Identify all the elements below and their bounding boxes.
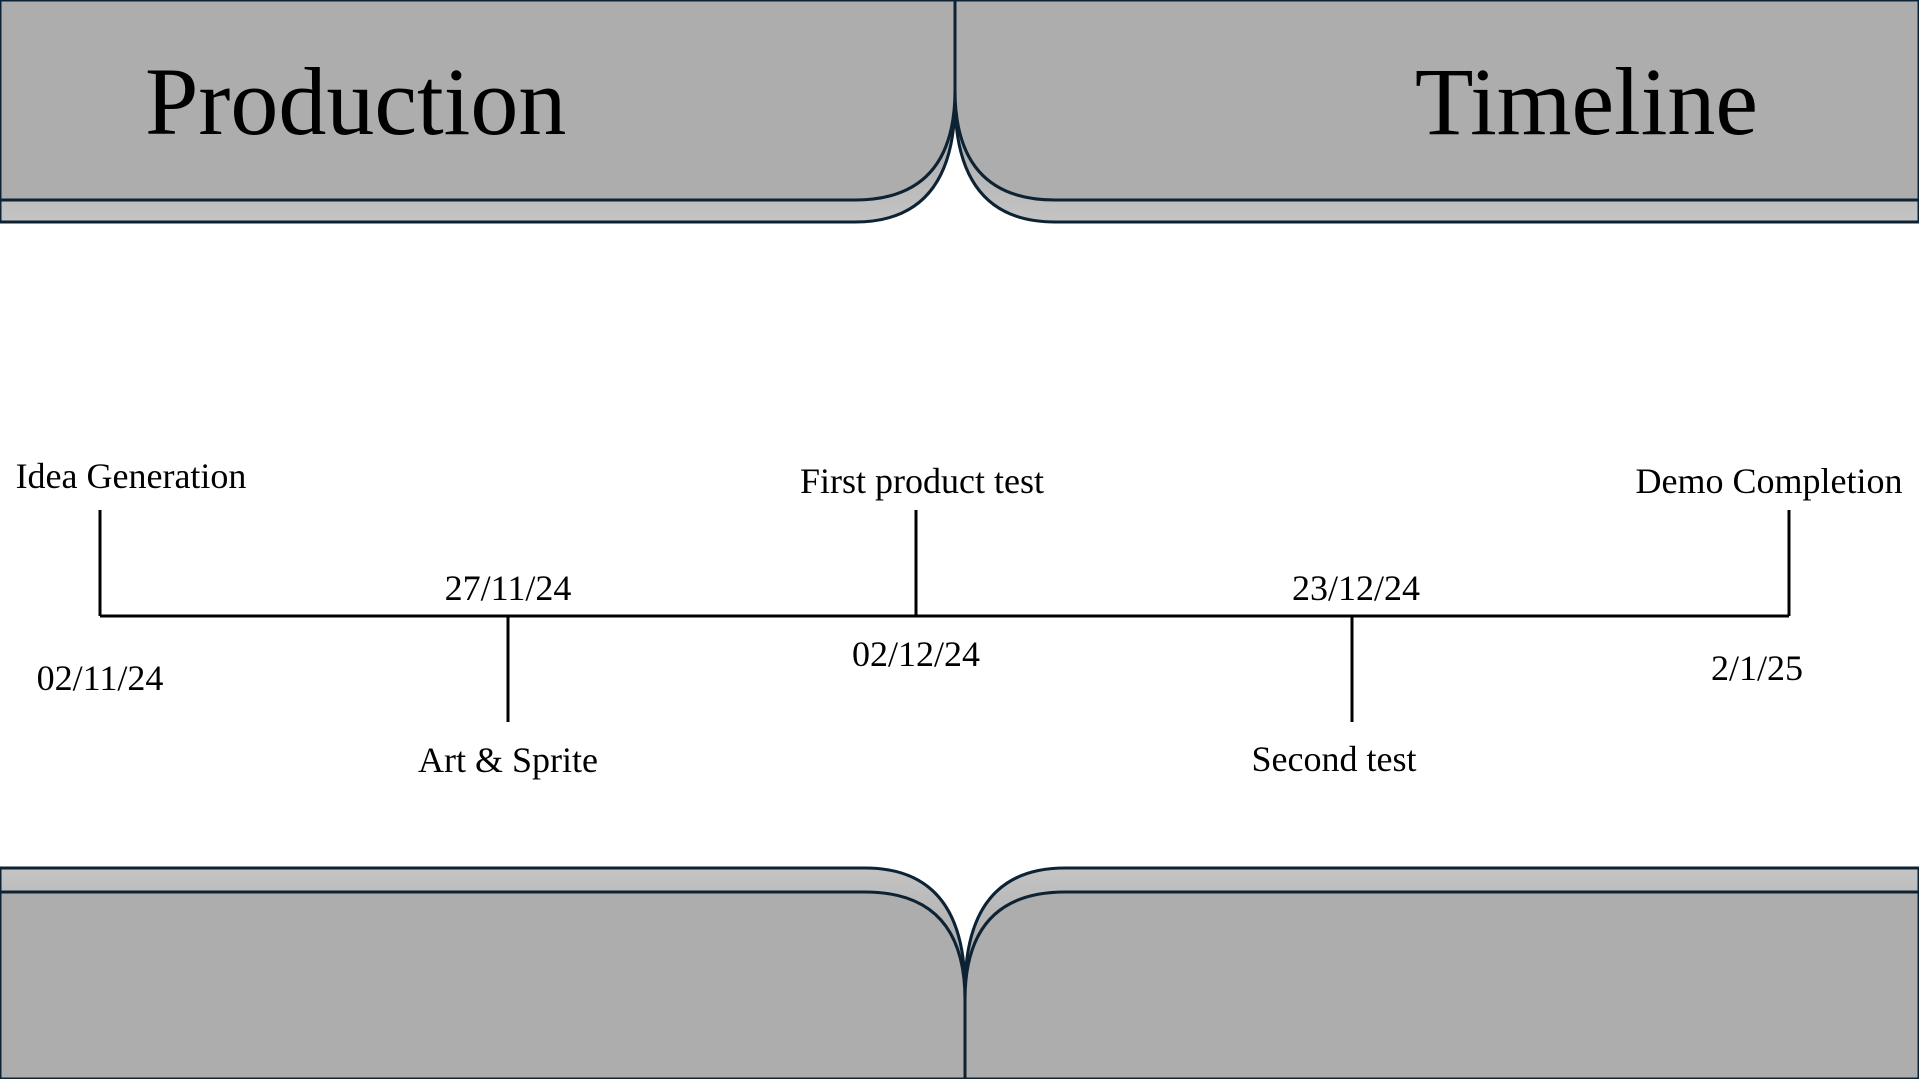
milestone-label-demo-completion: Demo Completion: [1635, 461, 1903, 501]
milestone-date-first-product-test: 02/12/24: [851, 634, 981, 674]
milestone-date-second-test: 23/12/24: [1291, 568, 1421, 608]
top-right-panel: [953, 0, 1919, 202]
milestone-date-idea-generation: 02/11/24: [36, 658, 164, 698]
title-production: Production: [145, 48, 567, 155]
title-timeline: Timeline: [1414, 48, 1758, 155]
milestone-label-art-sprite: Art & Sprite: [418, 740, 598, 780]
milestone-date-demo-completion: 2/1/25: [1710, 648, 1804, 688]
milestone-label-first-product-test: First product test: [800, 461, 1044, 501]
milestone-date-art-sprite: 27/11/24: [444, 568, 572, 608]
bottom-right-panel: [963, 890, 1919, 1079]
milestone-label-second-test: Second test: [1251, 739, 1417, 779]
milestone-label-idea-generation: Idea Generation: [15, 456, 247, 496]
bottom-left-panel: [0, 890, 967, 1079]
